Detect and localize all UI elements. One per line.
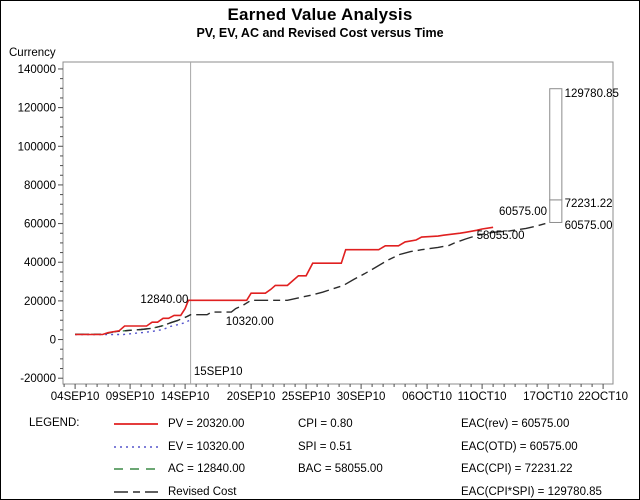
ac-line	[75, 314, 191, 335]
plot-frame	[62, 61, 614, 385]
legend-item-pv: PV = 20320.00	[113, 417, 244, 432]
x-axis-tick-label: 20SEP10	[227, 391, 276, 403]
annotation-ev-value: 10320.00	[226, 316, 274, 328]
x-axis-tick-label: 25SEP10	[282, 391, 331, 403]
x-axis-tick-label: 09SEP10	[106, 391, 155, 403]
annotation-timenow-date: 15SEP10	[194, 366, 243, 378]
chart-subtitle: PV, EV, AC and Revised Cost versus Time	[196, 26, 444, 40]
y-axis-tick-label: 20000	[24, 296, 56, 308]
legend-heading: LEGEND:	[29, 417, 80, 429]
annotation-eac-otd-value: 60575.00	[565, 220, 613, 232]
chart-canvas: -20000 0 20000 40000 60000 80000 100000 120000 1…	[18, 61, 628, 403]
y-axis-tick-label: -20000	[20, 373, 56, 385]
legend-stat-2: BAC = 58055.00	[298, 463, 383, 475]
y-axis-tick-label: 40000	[24, 257, 56, 269]
y-axis-title: Currency	[9, 47, 56, 59]
legend: PV = 20320.00 EV = 10320.00 AC = 12840.00 R…	[1, 413, 639, 499]
legend-line-sample-pv	[114, 423, 158, 425]
x-axis-tick-label: 06OCT10	[402, 391, 452, 403]
legend-item-label: AC = 12840.00	[168, 463, 246, 475]
legend-line-sample-ev	[114, 446, 158, 448]
revised-cost-line	[75, 221, 550, 335]
x-axis-tick-label: 14SEP10	[161, 391, 210, 403]
x-axis-tick-label: 17OCT10	[523, 391, 573, 403]
y-axis-tick-label: 80000	[24, 180, 56, 192]
legend-eac-2: EAC(CPI) = 72231.22	[461, 463, 573, 475]
legend-eac-0: EAC(rev) = 60575.00	[461, 418, 570, 430]
y-axis-tick-label: 0	[50, 335, 56, 347]
legend-item-label: Revised Cost	[168, 486, 237, 498]
legend-line-sample-ac	[114, 468, 158, 470]
legend-eac-1: EAC(OTD) = 60575.00	[461, 441, 578, 453]
y-axis-tick-label: 100000	[18, 141, 56, 153]
y-axis-tick-label: 60000	[24, 219, 56, 231]
annotation-bac-end-value: 58055.00	[477, 230, 525, 242]
y-axis-tick-label: 120000	[18, 103, 56, 115]
x-axis-tick-label: 04SEP10	[51, 391, 100, 403]
eac-range-bar-upper	[549, 88, 563, 201]
legend-item-revised-cost: Revised Cost	[113, 485, 237, 499]
annotation-eac-rev-value: 60575.00	[499, 206, 547, 218]
y-axis-tick-label: 140000	[18, 64, 56, 76]
legend-stat-0: CPI = 0.80	[298, 418, 353, 430]
annotation-ac-value: 12840.00	[140, 294, 188, 306]
legend-item-ac: AC = 12840.00	[113, 462, 245, 477]
annotation-eac-cpi-value: 72231.22	[565, 198, 613, 210]
x-axis-tick-label: 30SEP10	[337, 391, 386, 403]
pv-line	[75, 226, 494, 336]
x-axis-tick-label: 22OCT10	[578, 391, 628, 403]
legend-eac-3: EAC(CPI*SPI) = 129780.85	[461, 486, 602, 498]
legend-line-sample-revised-cost	[114, 491, 158, 493]
ev-line	[75, 318, 191, 336]
legend-item-label: EV = 10320.00	[168, 441, 245, 453]
annotation-eac-cpi-spi-value: 129780.85	[565, 88, 619, 100]
legend-item-label: PV = 20320.00	[168, 418, 245, 430]
legend-item-ev: EV = 10320.00	[113, 440, 244, 455]
legend-stat-1: SPI = 0.51	[298, 441, 353, 453]
eac-range-bar-lower	[549, 199, 563, 223]
chart-title: Earned Value Analysis	[227, 5, 413, 24]
x-axis-tick-label: 11OCT10	[458, 391, 507, 403]
